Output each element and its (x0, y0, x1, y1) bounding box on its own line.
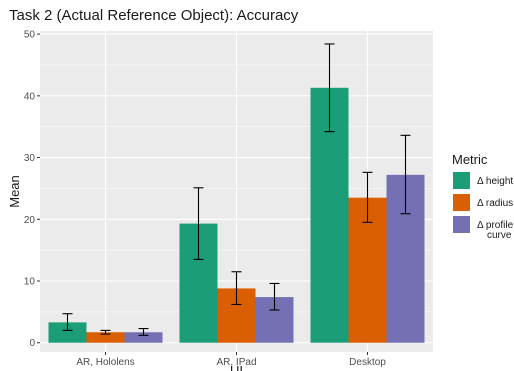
legend-swatch (453, 216, 470, 233)
x-tick-label: AR, Hololens (76, 357, 134, 368)
chart-title: Task 2 (Actual Reference Object): Accura… (9, 7, 299, 24)
bar (124, 332, 163, 343)
error-bars (62, 43, 411, 336)
error-bar (324, 43, 335, 133)
legend-title: Metric (452, 152, 488, 167)
y-tick-label: 10 (24, 277, 36, 288)
axes: 0 10 20 30 40 50 AR, Hololens AR, IPad Desktop (24, 30, 386, 368)
error-bar (362, 171, 373, 223)
legend-swatch (453, 194, 470, 211)
y-tick-label: 50 (24, 30, 36, 41)
legend-label: Δ height (477, 176, 513, 187)
y-axis-title: Mean (7, 175, 22, 208)
legend: Δ height Δ radius Δ profile curve (453, 172, 514, 241)
x-tick-label: Desktop (349, 357, 386, 368)
y-tick-label: 40 (24, 91, 36, 102)
legend-swatch (453, 172, 470, 189)
legend-label: Δ profile curve (477, 220, 514, 241)
bar (48, 322, 87, 343)
error-bar (138, 327, 149, 336)
error-bar (193, 187, 204, 260)
x-tick-label: AR, IPad (216, 357, 256, 368)
y-tick-label: 30 (24, 153, 36, 164)
x-axis-title: UI (230, 363, 243, 371)
legend-label: Δ radius (477, 198, 513, 209)
y-tick-label: 0 (29, 338, 35, 349)
error-bar (100, 329, 111, 335)
error-bar (62, 313, 73, 331)
error-bar (231, 271, 242, 306)
error-bar (269, 282, 280, 311)
y-tick-label: 20 (24, 215, 36, 226)
error-bar (400, 134, 411, 215)
bar (86, 332, 125, 343)
